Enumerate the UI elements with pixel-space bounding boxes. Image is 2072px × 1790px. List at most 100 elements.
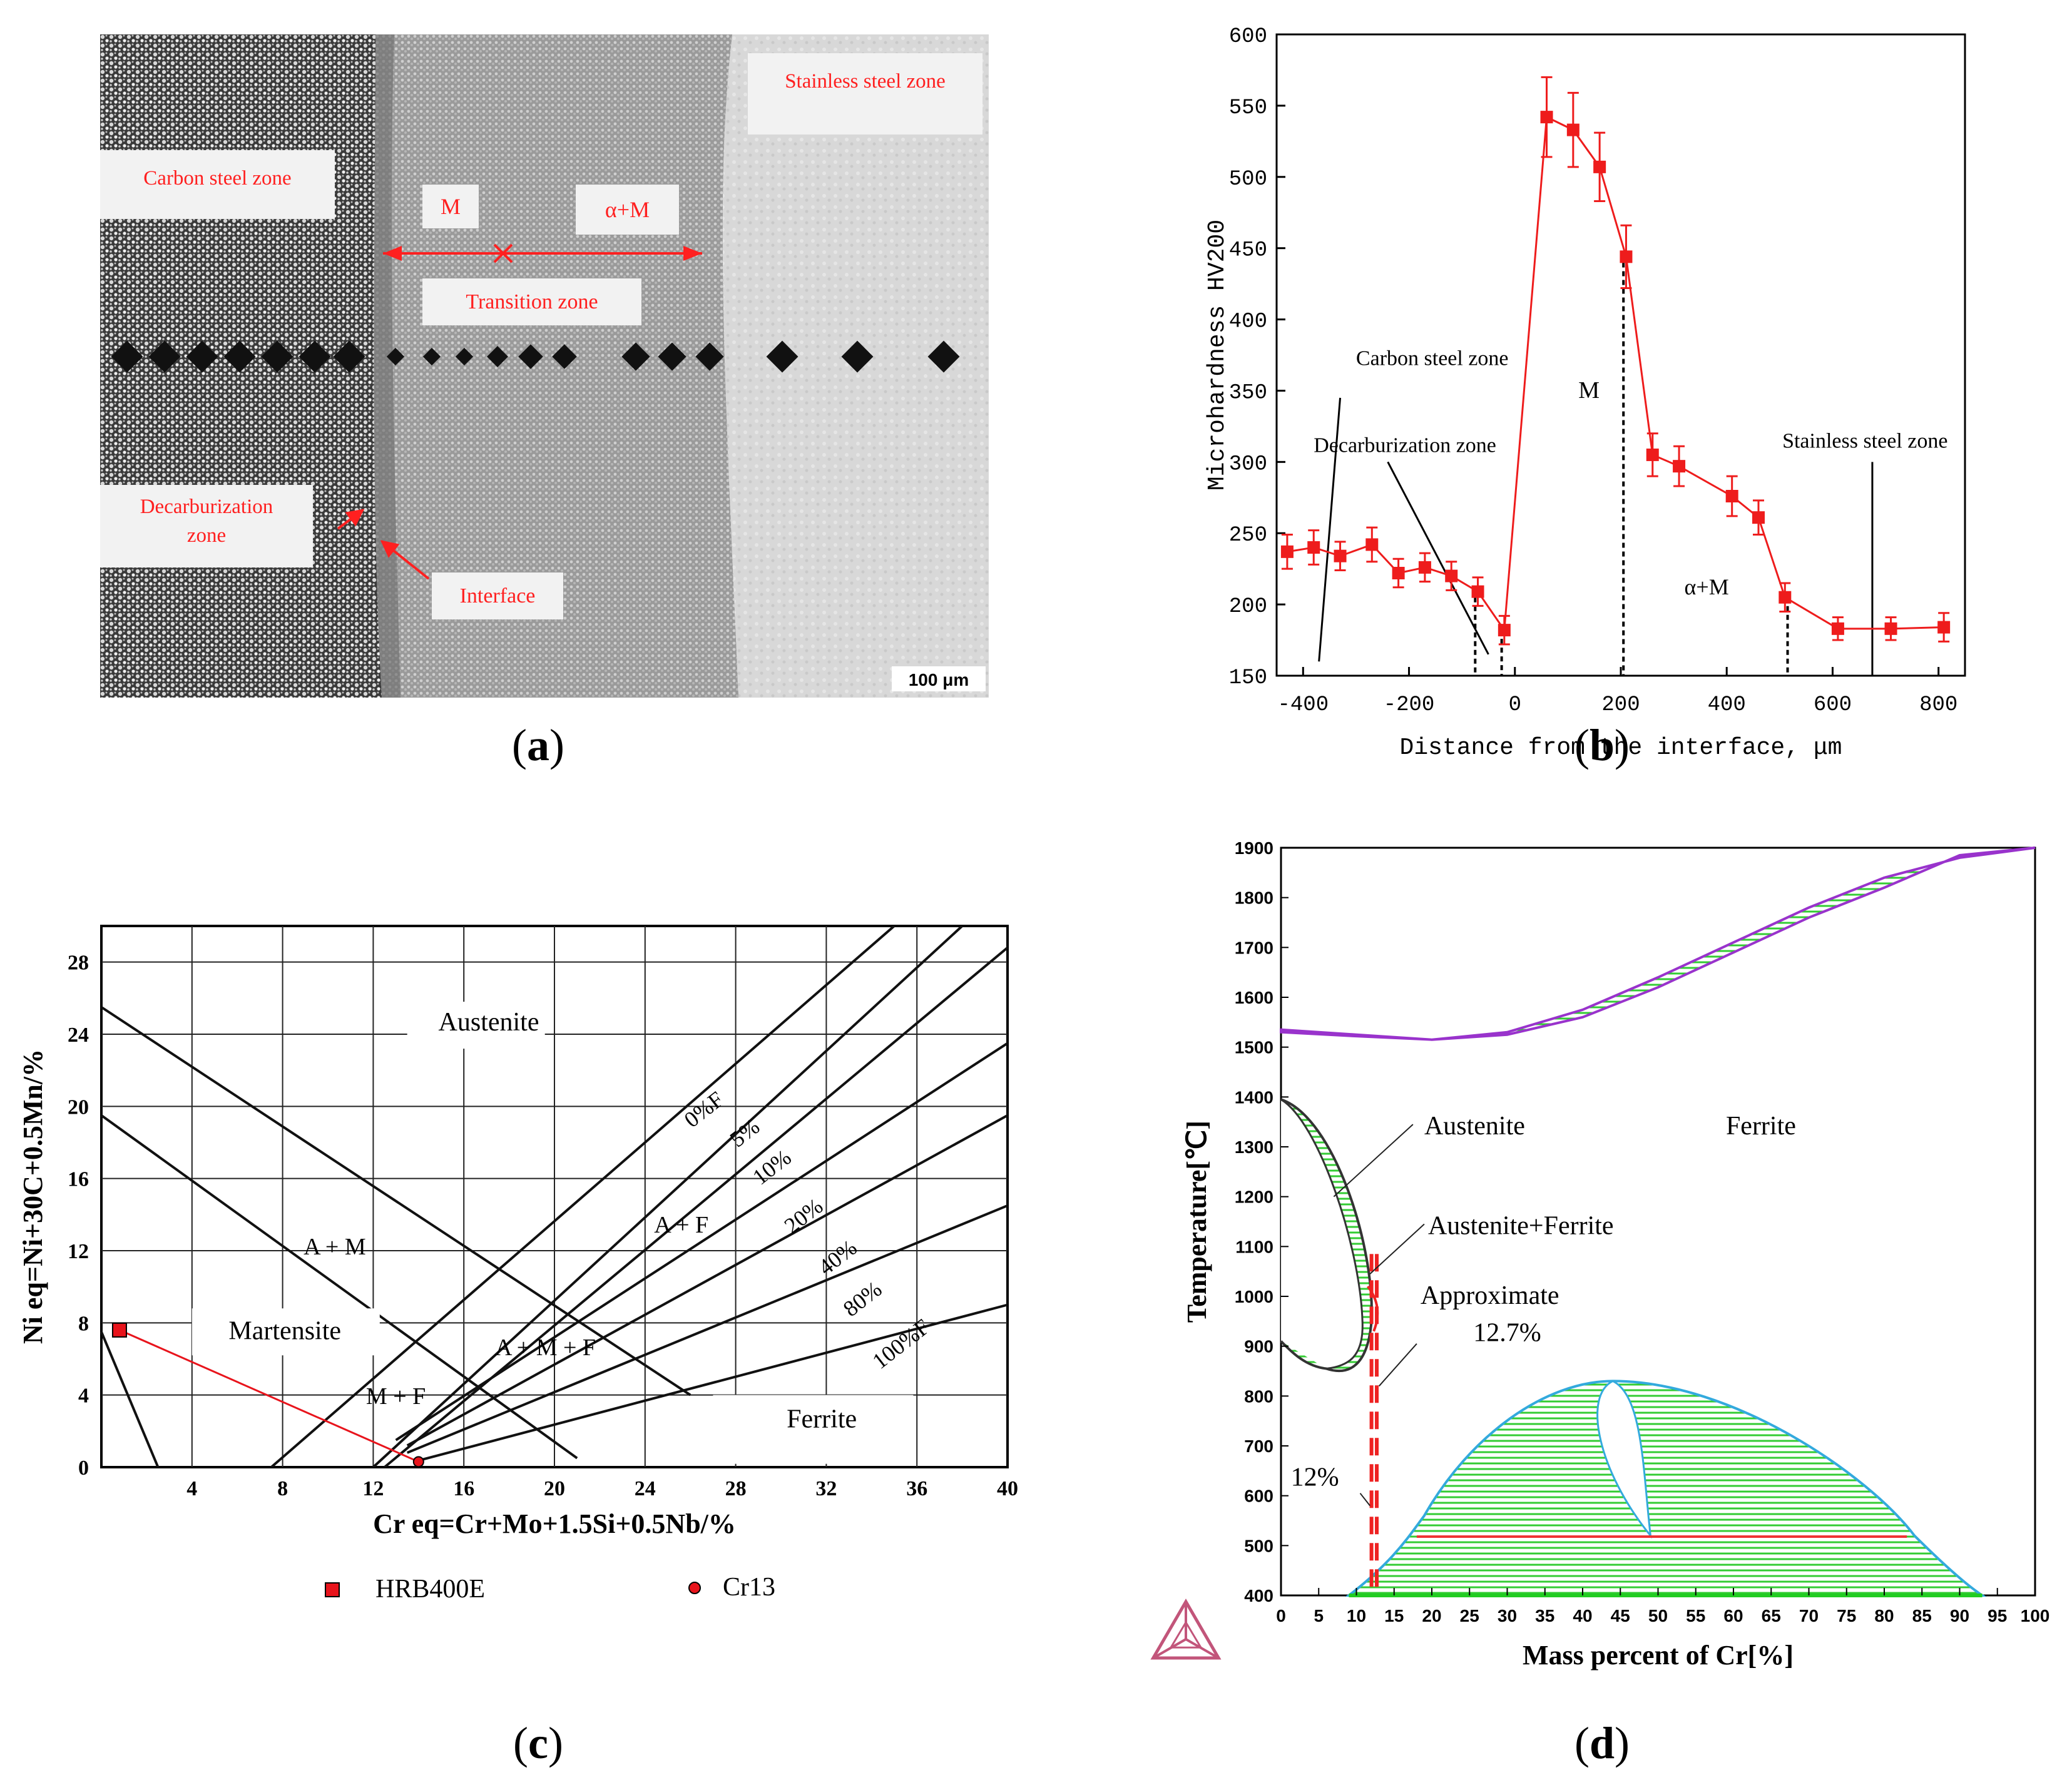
ferrite-line-label: 20% [780, 1193, 828, 1238]
phase-boundary [395, 1042, 1009, 1442]
ferrite-line-label: 10% [748, 1144, 796, 1189]
y-axis-label: Temperature[℃] [1181, 1121, 1212, 1323]
label-backdrop [713, 1395, 914, 1464]
decarburization-zone-label: Decarburization zone [100, 485, 313, 567]
data-point [1280, 545, 1294, 558]
gamma-loop-inner-line [1280, 1099, 1364, 1370]
logo-inner [1169, 1620, 1203, 1649]
caption-b-letter: b [1589, 720, 1615, 770]
y-tick-label: 1100 [1235, 1237, 1273, 1256]
x-axis-label: Cr eq=Cr+Mo+1.5Si+0.5Nb/% [373, 1508, 736, 1539]
x-tick-label: 28 [725, 1477, 747, 1500]
x-tick-label: 85 [1912, 1606, 1932, 1625]
x-tick-label: 35 [1535, 1606, 1554, 1625]
austenite-leader [1333, 1124, 1414, 1198]
phase-boundary [100, 1331, 160, 1468]
data-point [1392, 567, 1405, 579]
y-tick-label: 900 [1244, 1337, 1273, 1356]
x-tick-label: -400 [1277, 693, 1329, 717]
point-cr13 [412, 1456, 424, 1468]
y-tick-label: 12 [68, 1240, 89, 1263]
x-tick-label: 16 [453, 1477, 474, 1500]
region-martensite: Martensite [228, 1316, 341, 1345]
caption-c: (c) [513, 1718, 563, 1768]
region-a-plus-f: A + F [654, 1212, 708, 1238]
x-axis-label: Mass percent of Cr[%] [1523, 1640, 1794, 1670]
caption-a-letter: a [527, 720, 549, 770]
y-tick-label: 28 [68, 952, 89, 975]
composition-tie-line [119, 1329, 419, 1463]
y-tick-label: 500 [1229, 168, 1267, 191]
y-tick-label: 600 [1229, 25, 1267, 49]
y-tick-label: 700 [1244, 1437, 1273, 1456]
x-tick-label: 15 [1384, 1606, 1404, 1625]
x-tick-label: 70 [1799, 1606, 1819, 1625]
x-tick-label: 100 [2021, 1606, 2050, 1625]
x-tick-label: 40 [997, 1477, 1018, 1500]
ferrite-line-label: 0%F [680, 1087, 728, 1132]
legend-cr13: Cr13 [723, 1573, 775, 1602]
point-hrb400e [111, 1322, 127, 1338]
y-tick-label: 350 [1229, 381, 1267, 405]
y-axis-label: Ni eq=Ni+30C+0.5Mn/% [18, 1049, 48, 1344]
data-point [1831, 622, 1844, 635]
x-tick-label: 36 [906, 1477, 927, 1500]
gamma-loop-inner [1281, 1099, 1363, 1369]
caption-c-letter: c [528, 1718, 548, 1768]
x-tick-label: 45 [1611, 1606, 1630, 1625]
alpha-m-zone-label: α+M [576, 185, 679, 235]
region-ferrite: Ferrite [787, 1405, 857, 1434]
x-tick-label: 50 [1648, 1606, 1668, 1625]
y-tick-label: 800 [1244, 1386, 1273, 1406]
y-tick-label: 24 [68, 1024, 89, 1047]
carbon-zone-label: Carbon steel zone [100, 150, 335, 219]
sigma-dome [1345, 1380, 1987, 1597]
y-tick-label: 450 [1229, 239, 1267, 263]
stainless-annotation: Stainless steel zone [1782, 430, 1947, 453]
x-tick-label: 400 [1708, 693, 1746, 717]
legend-hrb400e: HRB400E [375, 1575, 485, 1604]
x-tick-label: 65 [1762, 1606, 1781, 1625]
y-tick-label: 200 [1229, 595, 1267, 619]
schaeffler-diagram: 4 8 12 16 20 24 28 32 36 40 0 4 8 12 16 20 24 28 Cr eq=Cr+… [18, 925, 1018, 1604]
logo-spoke [1152, 1638, 1187, 1659]
x-tick-label: 5 [1314, 1606, 1324, 1625]
x-tick-label: -200 [1384, 693, 1435, 717]
data-point [1418, 561, 1431, 574]
decarb-line-1: Decarburization [140, 496, 273, 518]
decarb-line-2: zone [186, 524, 227, 547]
label-backdrop [407, 1002, 545, 1049]
x-tick-label: 0 [1509, 693, 1521, 717]
liquidus-lens [1280, 847, 2036, 1041]
phase-boundary [406, 1204, 1008, 1454]
label-approximate: Approximate [1421, 1281, 1559, 1310]
y-tick-label: 1200 [1235, 1187, 1273, 1207]
logo-spoke [1185, 1638, 1220, 1659]
data-point [1725, 490, 1738, 502]
caption-d: (d) [1574, 1718, 1630, 1768]
data-point [1752, 511, 1765, 524]
data-point [1334, 549, 1347, 562]
gamma-loop-outer [1280, 1098, 1373, 1372]
approximate-leader [1378, 1343, 1417, 1387]
x-tick-label: 40 [1573, 1606, 1592, 1625]
data-point [1593, 160, 1606, 173]
y-tick-label: 1000 [1235, 1287, 1273, 1306]
hardness-indents [111, 340, 960, 373]
y-tick-label: 1800 [1235, 888, 1273, 908]
data-point [1937, 621, 1951, 634]
y-tick-label: 4 [78, 1385, 89, 1408]
y-tick-label: 550 [1229, 96, 1267, 120]
panel-d: 400 500 600 700 800 900 1000 1100 1200 1300 1400 15… [1150, 813, 2065, 1689]
data-point [1884, 622, 1897, 635]
x-tick-label: 8 [277, 1477, 288, 1500]
panel-b: 150 200 250 300 350 400 450 500 550 600 -400 -200 0 2… [1189, 13, 2053, 761]
phase-boundary [270, 925, 896, 1468]
y-tick-label: 1700 [1235, 938, 1273, 957]
data-point [1498, 624, 1511, 637]
thermo-calc-logo [1150, 1599, 1222, 1660]
y-tick-label: 300 [1229, 452, 1267, 476]
marker-arc [1366, 1285, 1379, 1332]
region-a-m-f: A + M + F [495, 1335, 596, 1361]
x-tick-label: 10 [1347, 1606, 1366, 1625]
